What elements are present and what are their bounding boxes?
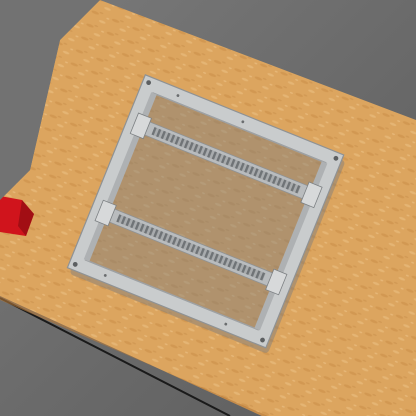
corner-bolt [260, 337, 265, 343]
red-block [0, 196, 34, 236]
frame-screw [176, 94, 180, 97]
carriage-block-lower-right [265, 268, 288, 296]
floor-corner-top-left [0, 0, 100, 200]
corner-bolt [146, 80, 152, 86]
frame-screw [224, 322, 228, 326]
metal-frame-assembly [66, 74, 345, 353]
table-edge-line [0, 297, 231, 416]
corner-bolt [72, 261, 78, 267]
carriage-block-upper-left [129, 112, 153, 140]
carriage-block-upper-right [300, 181, 323, 209]
carriage-block-lower-left [94, 199, 117, 227]
frame-screw [241, 120, 245, 124]
corner-bolt [333, 155, 339, 161]
frame-screw [103, 274, 107, 277]
